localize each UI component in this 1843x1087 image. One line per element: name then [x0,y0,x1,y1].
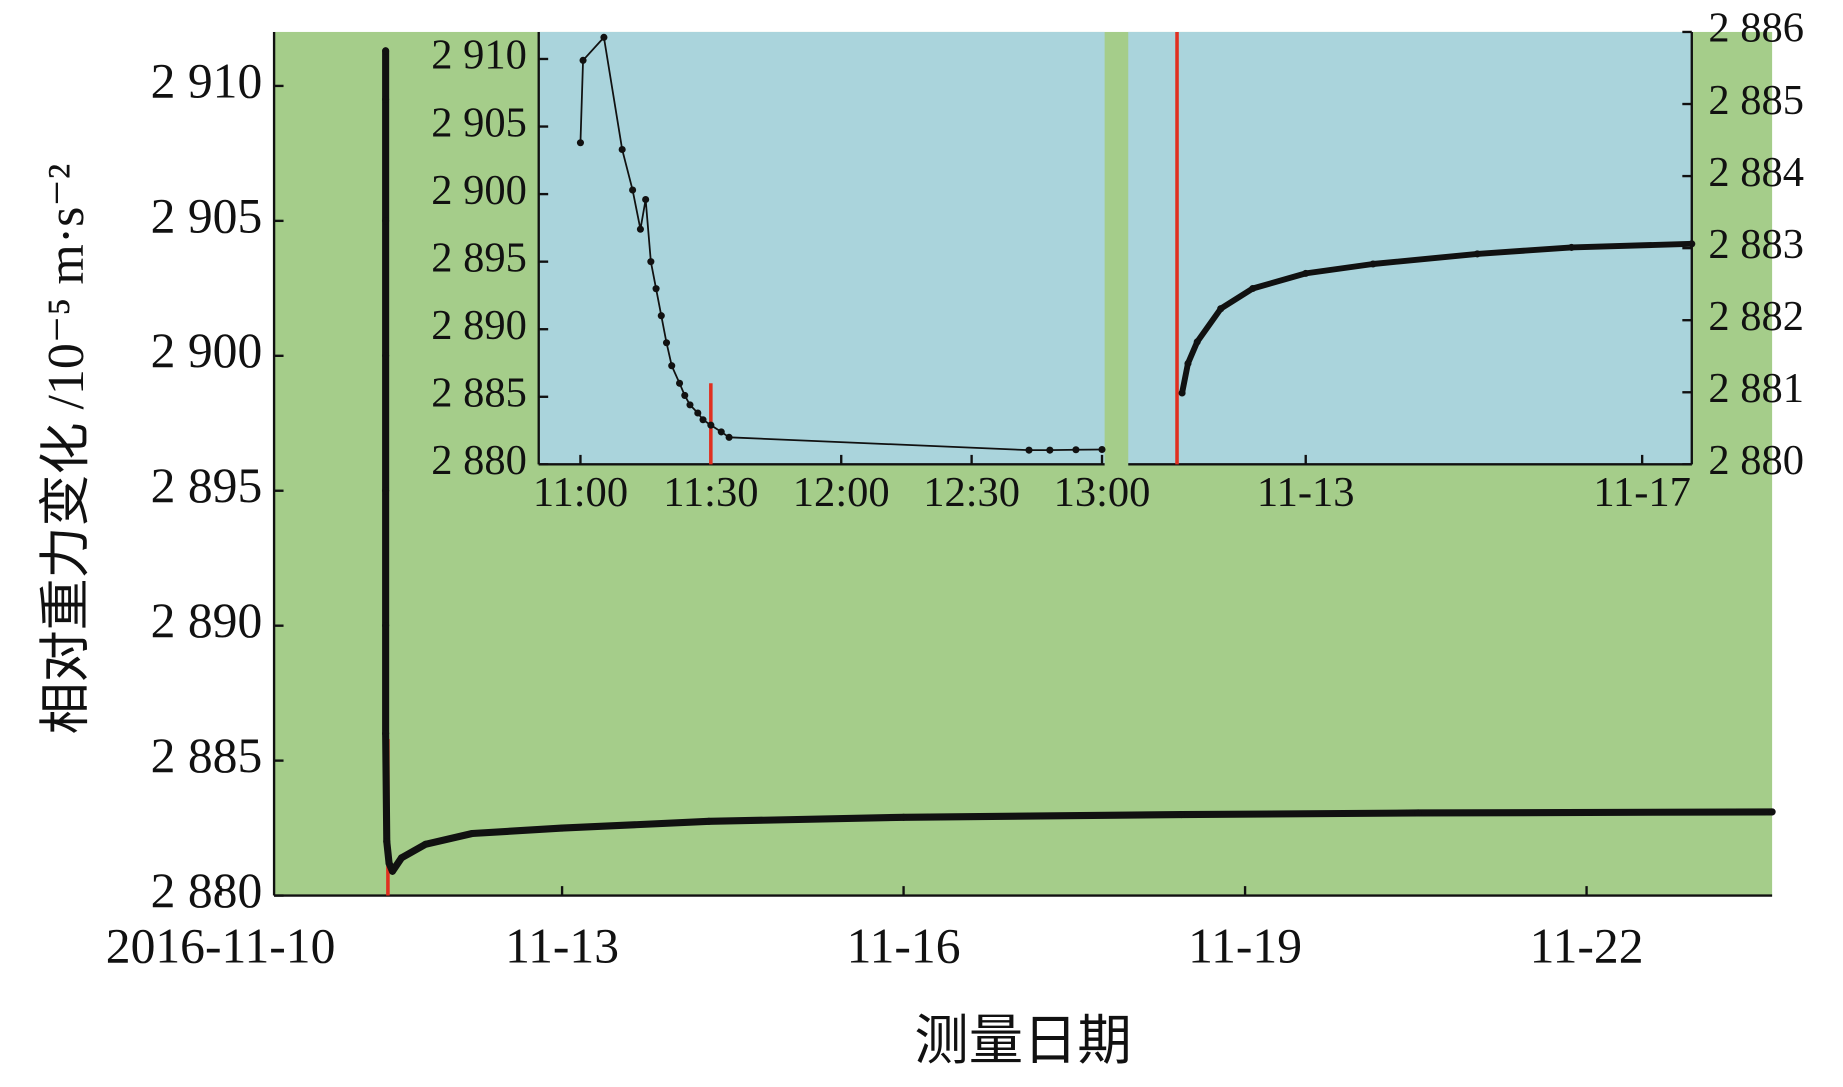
y-tick-label: 2 884 [1708,149,1804,196]
data-point [383,838,391,846]
y-tick-label: 2 880 [151,863,263,918]
data-point [1414,809,1422,817]
data-point [382,95,390,103]
data-point [686,401,694,409]
data-point [382,217,390,225]
data-point [1178,389,1186,397]
x-tick-label: 11-13 [505,918,619,973]
data-point [1177,811,1185,819]
y-axis-label: 相对重力变化 /10⁻⁵ m·s⁻² [38,164,95,735]
y-tick-label: 2 885 [151,728,263,783]
x-tick-label: 13:00 [1054,469,1151,516]
y-tick-label: 2 890 [151,593,263,648]
y-tick-label: 2 905 [151,188,263,243]
data-point [1184,359,1192,367]
plot-background [538,31,1105,465]
data-point [388,867,397,875]
data-point [636,225,644,233]
y-tick-label: 2 895 [431,234,527,281]
data-point [657,312,665,320]
x-tick-label: 11-13 [1257,469,1355,516]
data-point [1369,260,1377,268]
data-point [1098,445,1106,454]
y-tick-label: 2 905 [431,99,527,146]
data-point [662,339,671,347]
x-tick-label: 2016-11-10 [106,918,336,973]
data-point [382,730,390,738]
data-point [1567,243,1576,251]
data-point [1025,446,1033,454]
data-line [1179,240,1695,396]
data-point [1473,250,1481,258]
data-point [398,854,406,862]
x-tick-label: 11-16 [847,918,961,973]
x-tick-label: 11-22 [1530,918,1644,973]
x-axis-label: 测量日期 [914,1011,1131,1071]
data-point [618,145,626,154]
y-tick-label: 2 895 [151,458,263,513]
y-tick-label: 2 910 [151,53,263,108]
y-tick-label: 2 883 [1708,221,1804,268]
data-point [707,421,715,429]
y-tick-label: 2 885 [1708,77,1804,124]
data-point [642,195,650,204]
data-point [725,433,733,441]
data-point [1688,240,1696,248]
data-line [579,36,1103,452]
y-tick-label: 2 885 [431,370,527,417]
y-tick-label: 2 880 [1708,437,1804,484]
data-point [705,817,713,825]
x-tick-label: 11-19 [1188,918,1302,973]
x-tick-label: 11:30 [663,469,758,516]
data-point [717,428,725,436]
data-point [600,33,608,41]
y-tick-label: 2 890 [431,302,527,349]
data-point [421,840,430,848]
data-point [1217,305,1225,313]
data-point [558,824,566,832]
x-tick-label: 11-17 [1593,469,1691,516]
data-point [579,56,587,64]
data-point [382,622,390,630]
data-point [576,139,584,147]
y-tick-label: 2 881 [1708,365,1804,412]
x-tick-label: 12:30 [923,469,1020,516]
data-point [1302,269,1310,277]
data-point [1072,446,1080,454]
data-point [468,829,476,838]
data-point [652,285,660,293]
data-point [1249,284,1257,293]
data-point [900,813,908,821]
data-point [676,379,684,387]
y-tick-label: 2 882 [1708,293,1804,340]
y-tick-label: 2 880 [431,437,527,484]
data-point [629,186,637,194]
x-tick-label: 11:00 [533,469,628,516]
data-point [699,416,707,424]
y-tick-label: 2 900 [431,167,527,214]
data-point [681,391,689,399]
x-tick-label: 12:00 [793,469,890,516]
data-point [668,362,676,370]
y-tick-label: 2 910 [431,32,527,79]
data-point [385,859,393,867]
y-tick-label: 2 900 [151,323,263,378]
y-tick-label: 2 886 [1708,5,1804,52]
data-point [1193,338,1201,346]
data-point [1046,446,1054,454]
data-point [382,487,390,495]
data-point [647,258,655,266]
data-point [694,409,702,417]
data-point [1768,808,1776,816]
data-point [382,352,390,360]
data-point [382,47,390,55]
